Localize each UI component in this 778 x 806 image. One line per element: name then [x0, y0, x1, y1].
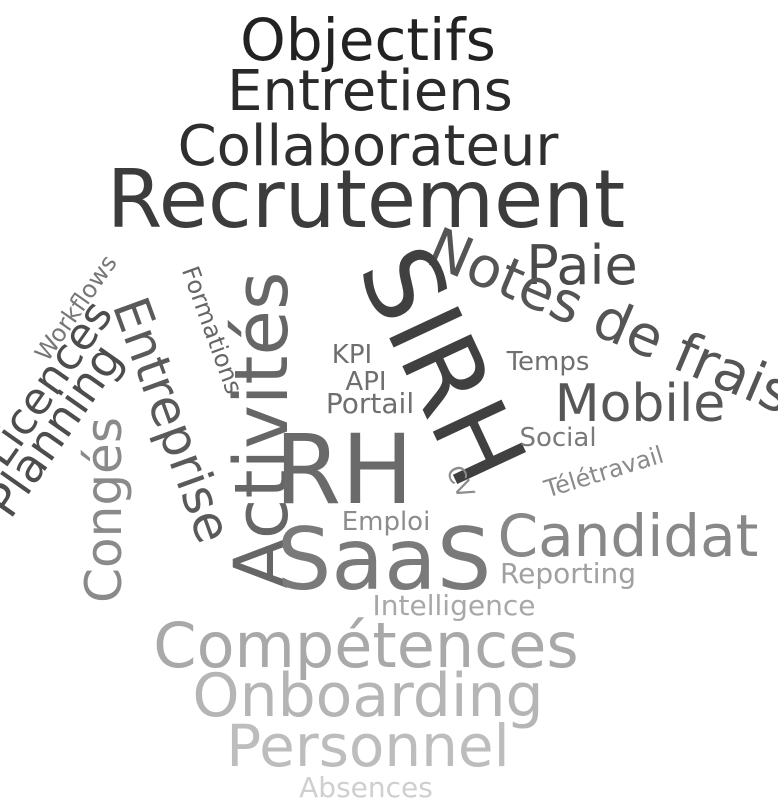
word-collaborateur: Collaborateur: [177, 114, 559, 179]
word-candidat: Candidat: [497, 502, 759, 570]
word-rh: RH: [274, 414, 414, 526]
word-reporting: Reporting: [499, 557, 637, 590]
word-absences: Absences: [299, 771, 433, 804]
word-conges: Congés: [75, 417, 133, 603]
word-temps: Temps: [506, 347, 590, 377]
word-api: API: [345, 367, 387, 397]
word-intelligence: Intelligence: [372, 589, 536, 622]
word-social: Social: [519, 423, 597, 453]
word-personnel: Personnel: [226, 712, 510, 780]
word-onboarding: Onboarding: [192, 661, 544, 731]
word-mobile: Mobile: [554, 374, 726, 434]
word-emploi: Emploi: [341, 507, 431, 537]
word-objectifs: Objectifs: [240, 6, 496, 74]
word-portail: Portail: [325, 387, 415, 420]
word-entretiens: Entretiens: [227, 59, 513, 124]
word-paie: Paie: [526, 234, 638, 297]
word-kpi: KPI: [331, 340, 373, 370]
word-competences: Compétences: [153, 609, 579, 682]
word-recrutement: Recrutement: [106, 153, 626, 246]
word-saas: SaaS: [276, 510, 492, 610]
